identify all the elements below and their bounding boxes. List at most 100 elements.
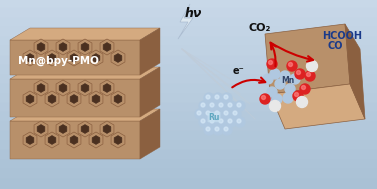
- Polygon shape: [10, 109, 160, 121]
- Polygon shape: [89, 132, 103, 148]
- Circle shape: [201, 103, 205, 107]
- Bar: [0, 27, 377, 38]
- Polygon shape: [23, 132, 37, 148]
- Circle shape: [300, 84, 310, 94]
- Circle shape: [226, 101, 236, 111]
- Polygon shape: [59, 84, 67, 92]
- Circle shape: [224, 127, 228, 131]
- Bar: [0, 18, 377, 28]
- Circle shape: [305, 71, 315, 81]
- Polygon shape: [92, 136, 100, 144]
- Polygon shape: [78, 39, 92, 55]
- Text: Mn@bpy-PMO: Mn@bpy-PMO: [18, 56, 99, 66]
- Polygon shape: [81, 125, 89, 133]
- Circle shape: [210, 103, 214, 107]
- Bar: [0, 75, 377, 85]
- Polygon shape: [100, 80, 114, 96]
- Polygon shape: [34, 39, 48, 55]
- Circle shape: [267, 87, 277, 97]
- Circle shape: [237, 119, 241, 123]
- Circle shape: [206, 111, 210, 115]
- Bar: [0, 46, 377, 57]
- Polygon shape: [56, 121, 70, 137]
- Text: CO: CO: [328, 41, 343, 51]
- Polygon shape: [345, 24, 365, 119]
- Circle shape: [222, 109, 232, 119]
- Polygon shape: [103, 43, 111, 51]
- Polygon shape: [111, 132, 125, 148]
- Polygon shape: [67, 50, 81, 66]
- Circle shape: [228, 103, 232, 107]
- Bar: [0, 94, 377, 104]
- Polygon shape: [56, 80, 70, 96]
- Circle shape: [285, 84, 295, 94]
- Circle shape: [215, 127, 219, 131]
- Circle shape: [307, 73, 311, 77]
- Polygon shape: [10, 121, 140, 159]
- Polygon shape: [45, 91, 59, 107]
- Circle shape: [222, 125, 232, 135]
- Circle shape: [228, 119, 232, 123]
- Circle shape: [233, 111, 237, 115]
- Polygon shape: [178, 4, 193, 39]
- Circle shape: [213, 125, 223, 135]
- Polygon shape: [114, 54, 122, 62]
- Circle shape: [272, 94, 282, 104]
- Polygon shape: [48, 95, 56, 103]
- Polygon shape: [59, 125, 67, 133]
- Polygon shape: [111, 91, 125, 107]
- Bar: [0, 9, 377, 19]
- Polygon shape: [67, 91, 81, 107]
- Polygon shape: [140, 67, 160, 117]
- Circle shape: [213, 109, 223, 119]
- Bar: [0, 179, 377, 189]
- Bar: [0, 103, 377, 113]
- Circle shape: [295, 69, 305, 79]
- Polygon shape: [34, 80, 48, 96]
- Text: CO₂: CO₂: [249, 23, 271, 33]
- Text: Mn: Mn: [281, 76, 294, 85]
- Circle shape: [235, 101, 245, 111]
- Polygon shape: [89, 91, 103, 107]
- Circle shape: [263, 74, 273, 84]
- Polygon shape: [78, 80, 92, 96]
- Circle shape: [217, 101, 227, 111]
- Circle shape: [224, 111, 228, 115]
- Polygon shape: [37, 43, 45, 51]
- Circle shape: [204, 93, 214, 103]
- Text: hν: hν: [185, 7, 202, 20]
- Circle shape: [215, 111, 219, 115]
- Circle shape: [237, 103, 241, 107]
- Circle shape: [235, 117, 245, 127]
- Polygon shape: [103, 84, 111, 92]
- Circle shape: [226, 117, 236, 127]
- Polygon shape: [23, 91, 37, 107]
- Polygon shape: [140, 28, 160, 75]
- Circle shape: [215, 95, 219, 99]
- Circle shape: [199, 117, 209, 127]
- Circle shape: [288, 63, 293, 67]
- Bar: [0, 131, 377, 142]
- Polygon shape: [56, 39, 70, 55]
- Polygon shape: [48, 136, 56, 144]
- Circle shape: [290, 74, 300, 84]
- Circle shape: [307, 60, 317, 71]
- Polygon shape: [23, 50, 37, 66]
- Circle shape: [267, 59, 277, 69]
- Polygon shape: [70, 54, 78, 62]
- Circle shape: [302, 85, 305, 90]
- Circle shape: [219, 103, 223, 107]
- Circle shape: [270, 101, 280, 112]
- Polygon shape: [265, 24, 350, 94]
- Circle shape: [293, 91, 303, 101]
- Polygon shape: [26, 136, 34, 144]
- Polygon shape: [45, 50, 59, 66]
- Text: Ru: Ru: [208, 112, 220, 122]
- Polygon shape: [103, 125, 111, 133]
- Text: HCOOH: HCOOH: [322, 31, 362, 41]
- Bar: [0, 169, 377, 180]
- Circle shape: [283, 93, 293, 103]
- Polygon shape: [10, 40, 140, 75]
- Bar: [0, 122, 377, 132]
- Polygon shape: [10, 28, 160, 40]
